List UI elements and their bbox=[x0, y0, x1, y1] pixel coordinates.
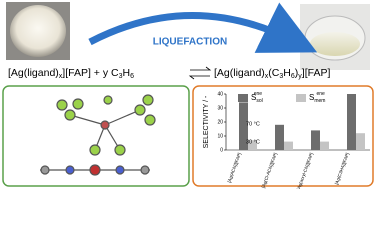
legend-sub: sol bbox=[256, 98, 262, 104]
legend-swatch bbox=[296, 94, 306, 102]
equation-part: ) bbox=[295, 67, 299, 79]
legend-label: Smemene bbox=[309, 91, 325, 104]
graphical-abstract: LIQUEFACTION [Ag(ligand)x][FAP] + y C3H6… bbox=[2, 2, 374, 191]
equation-part: y bbox=[298, 73, 302, 80]
equation-part: ][FAP] + y C bbox=[62, 67, 119, 79]
bar bbox=[320, 141, 329, 150]
bar bbox=[356, 133, 365, 150]
equation-part: 6 bbox=[130, 73, 134, 80]
y-tick-label: 30 bbox=[217, 105, 223, 111]
equilibrium-arrows bbox=[188, 66, 212, 80]
bar bbox=[284, 141, 293, 150]
equation-part: x bbox=[265, 73, 269, 80]
product: [Ag(ligand)x(C3H6)y][FAP] bbox=[214, 67, 330, 80]
bar bbox=[248, 140, 257, 150]
photo-solid bbox=[6, 2, 70, 60]
reactant: [Ag(ligand)x][FAP] + y C3H6 bbox=[8, 67, 134, 80]
equation-part: H bbox=[123, 67, 131, 79]
equation-part: 6 bbox=[291, 73, 295, 80]
bar bbox=[239, 102, 248, 150]
bar bbox=[347, 94, 356, 150]
equation-part: 3 bbox=[119, 73, 123, 80]
y-tick-label: 40 bbox=[217, 91, 223, 97]
equation-part: x bbox=[59, 73, 63, 80]
equation-part: H bbox=[283, 67, 291, 79]
scheme-label: LIQUEFACTION bbox=[153, 37, 227, 48]
y-tick-label: 0 bbox=[220, 147, 223, 153]
equation-part: ][FAP] bbox=[302, 67, 331, 79]
annotation: 70 °C bbox=[246, 121, 260, 127]
photo-liquid bbox=[300, 4, 370, 70]
bar bbox=[275, 124, 284, 150]
legend-sup: ene bbox=[254, 91, 263, 97]
bar bbox=[311, 130, 320, 150]
y-axis-label: SELECTIVITY / - bbox=[203, 95, 210, 148]
arrow bbox=[88, 2, 318, 53]
y-tick-label: 20 bbox=[217, 119, 223, 125]
equation-part: (C bbox=[268, 67, 279, 79]
y-tick-label: 10 bbox=[217, 133, 223, 139]
legend-sup: ene bbox=[316, 91, 325, 97]
legend-sub: mem bbox=[314, 98, 325, 104]
annotation: 30 °C bbox=[246, 139, 260, 145]
legend-name: S bbox=[251, 93, 256, 102]
equation-part: [Ag(ligand) bbox=[214, 67, 265, 79]
equation-part: 3 bbox=[279, 73, 283, 80]
legend-name: S bbox=[309, 93, 314, 102]
legend-swatch bbox=[238, 94, 248, 102]
legend-label: Ssolene bbox=[251, 91, 263, 104]
equation-part: [Ag(ligand) bbox=[8, 67, 59, 79]
crystal-structure bbox=[40, 94, 156, 176]
